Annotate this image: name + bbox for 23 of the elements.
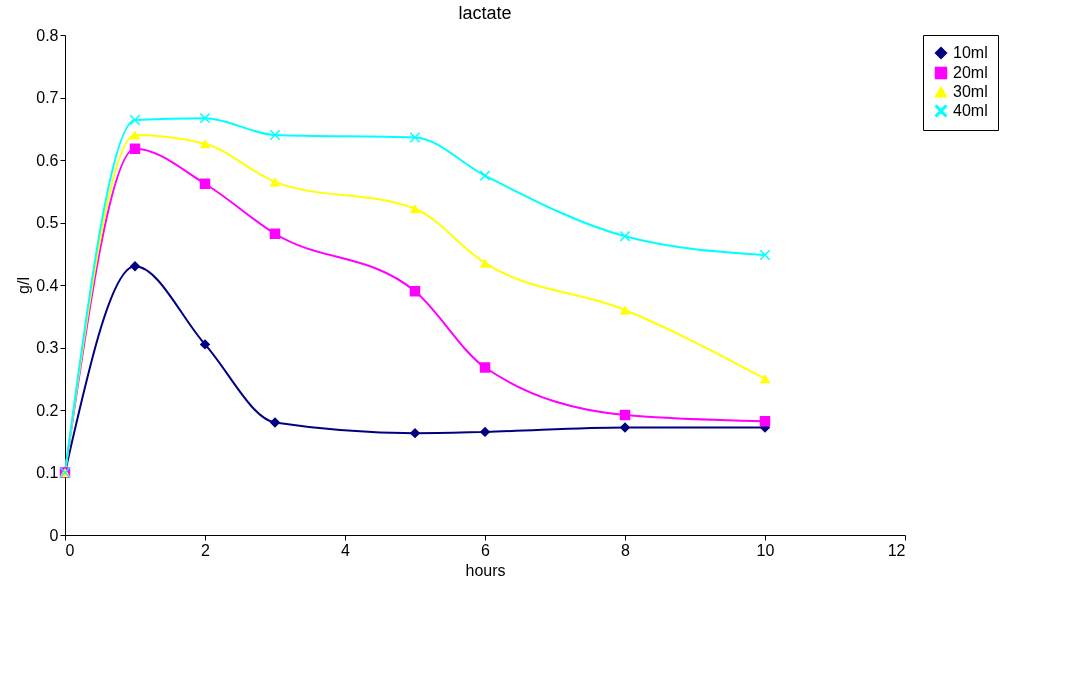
x-tick-label: 0 [65,541,75,559]
y-tick-label: 0.2 [36,401,59,419]
y-tick-label: 0.6 [36,151,59,169]
chart-title: lactate [458,3,512,23]
y-tick-label: 0.7 [36,89,59,106]
legend-label: 30ml [953,83,988,100]
y-axis-title: g/l [15,277,33,294]
legend-label: 40ml [953,102,988,119]
x-tick-label: 12 [887,541,906,559]
x-tick-label: 2 [201,541,211,559]
y-tick-label: 0 [49,526,59,544]
y-tick-label: 0.8 [36,26,59,44]
x-tick-label: 10 [756,541,775,559]
x-tick-label: 4 [341,541,351,559]
y-tick-label: 0.1 [36,464,59,481]
legend-label: 10ml [953,44,988,61]
x-axis-title: hours [465,561,506,579]
legend-label: 20ml [953,64,988,81]
y-tick-label: 0.4 [36,276,59,294]
x-tick-label: 8 [621,541,631,559]
x-tick-label: 6 [481,541,491,559]
y-tick-label: 0.3 [36,339,59,356]
y-tick-label: 0.5 [36,214,59,231]
